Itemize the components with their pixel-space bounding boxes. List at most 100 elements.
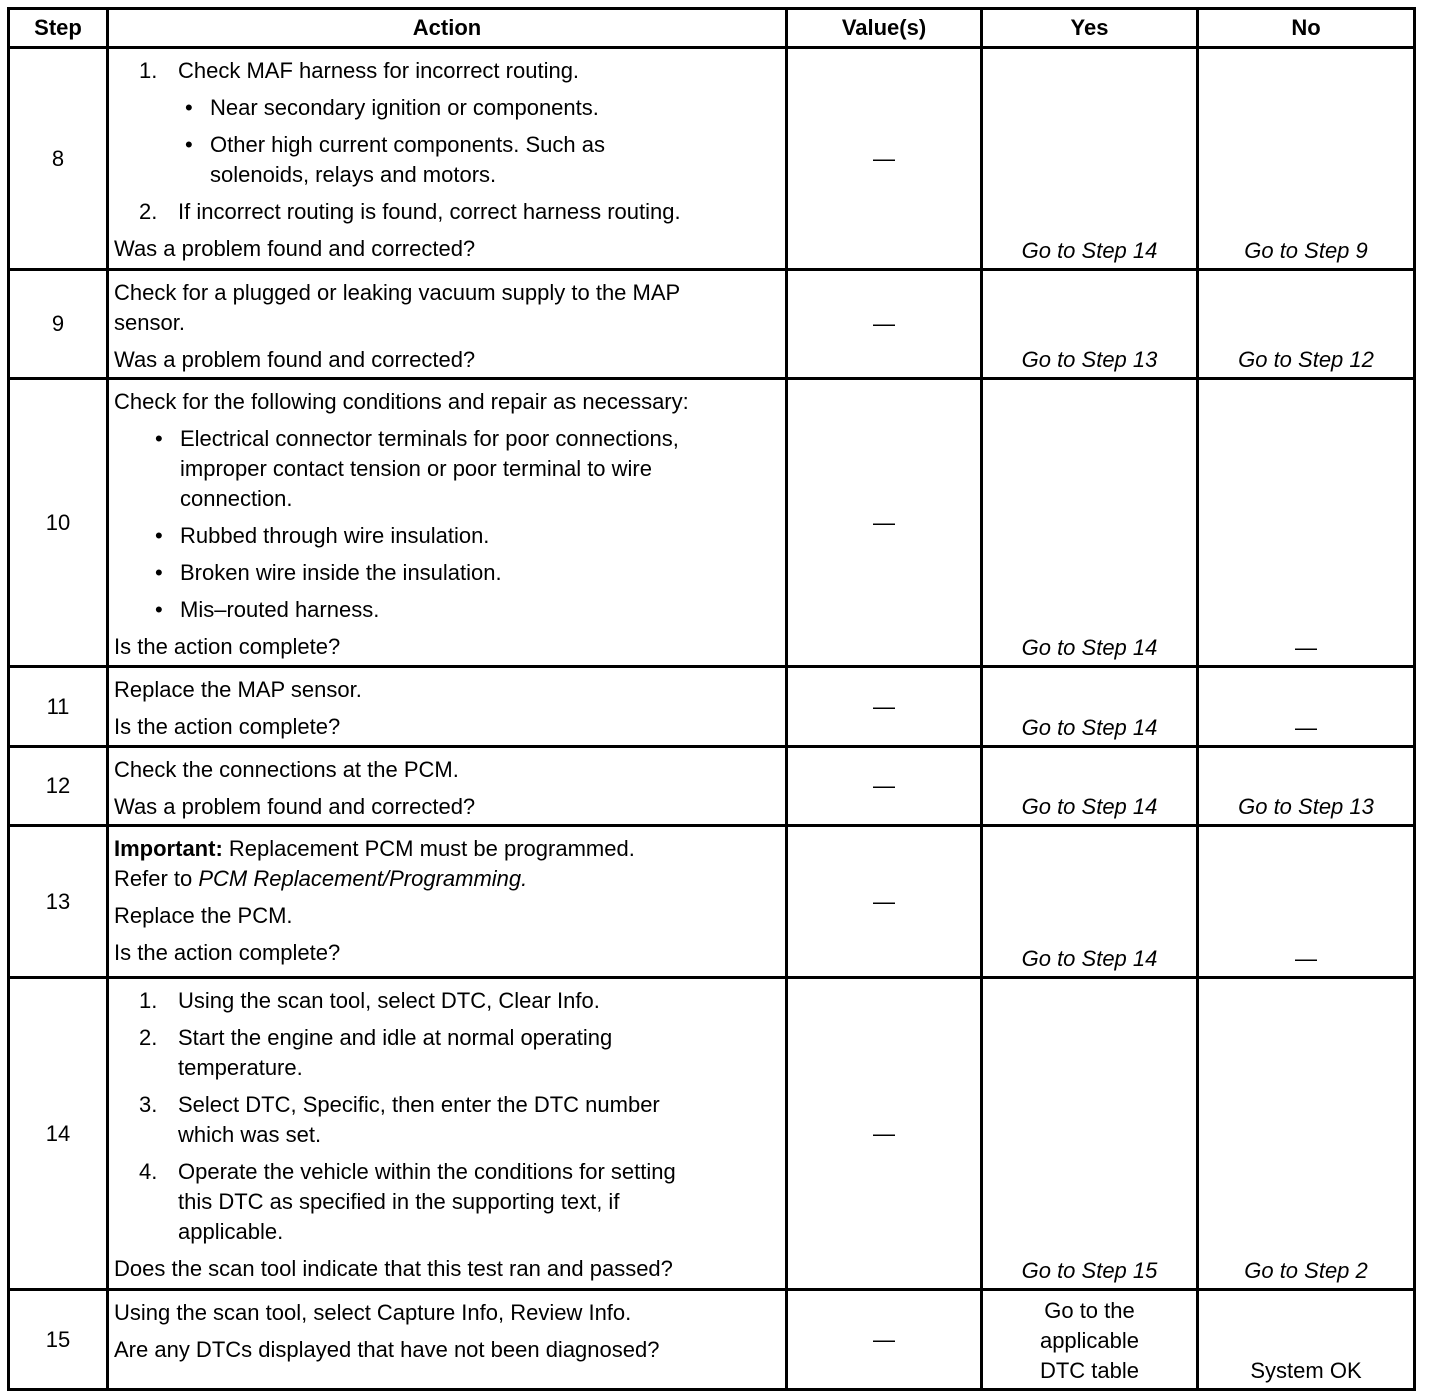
action-text: Was a problem found and corrected? (114, 234, 781, 264)
action-list-item: • Near secondary ignition or components. (114, 93, 781, 123)
list-number: 2. (139, 1025, 158, 1050)
action-cell: Check the connections at the PCM. Was a p… (106, 745, 788, 827)
action-list-item: 2. Start the engine and idle at normal op… (114, 1023, 781, 1083)
action-text: Was a problem found and corrected? (114, 792, 781, 822)
action-list-item: 1. Using the scan tool, select DTC, Clear… (114, 986, 781, 1016)
action-line: this DTC as specified in the supporting … (178, 1189, 620, 1214)
step-number: 9 (7, 268, 109, 380)
action-line: Is the action complete? (114, 634, 341, 659)
yes-cell: Go to Step 13 (980, 268, 1199, 380)
no-cell: — (1196, 377, 1416, 668)
yes-cell: Go to Step 14 (980, 665, 1199, 748)
action-line: Is the action complete? (114, 940, 341, 965)
yes-cell: Go to Step 14 (980, 46, 1199, 271)
value-cell: — (785, 1288, 983, 1391)
action-list-item: 2. If incorrect routing is found, correct… (114, 197, 781, 227)
action-list-item: 1. Check MAF harness for incorrect routin… (114, 56, 781, 86)
list-number: 3. (139, 1092, 158, 1117)
action-text: Was a problem found and corrected? (114, 345, 781, 375)
header-no: No (1196, 7, 1416, 49)
header-yes: Yes (980, 7, 1199, 49)
header-row: Step Action Value(s) Yes No (7, 7, 1416, 49)
action-cell: Using the scan tool, select Capture Info… (106, 1288, 788, 1391)
action-line: Was a problem found and corrected? (114, 794, 476, 819)
action-segment: Replacement PCM must be programmed. (222, 836, 635, 861)
action-cell: Replace the MAP sensor. Is the action com… (106, 665, 788, 748)
action-text: Are any DTCs displayed that have not bee… (114, 1335, 781, 1365)
action-line: Other high current components. Such as (210, 132, 605, 157)
action-line: Was a problem found and corrected? (114, 347, 476, 372)
value-cell: — (785, 665, 983, 748)
table-row: 13 Important: Replacement PCM must be pro… (7, 824, 1416, 979)
action-line: solenoids, relays and motors. (210, 162, 497, 187)
action-line: Refer to PCM Replacement/Programming. (114, 864, 781, 894)
step-number: 10 (7, 377, 109, 668)
table-row: 9 Check for a plugged or leaking vacuum s… (7, 268, 1416, 380)
action-list-item: • Other high current components. Such as s… (114, 130, 781, 190)
action-cell: Check for the following conditions and r… (106, 377, 788, 668)
no-cell: Go to Step 12 (1196, 268, 1416, 380)
bullet-icon: • (185, 132, 193, 157)
action-line: Near secondary ignition or components. (210, 95, 599, 120)
action-segment: Refer to (114, 866, 199, 891)
action-line: Broken wire inside the insulation. (180, 560, 502, 585)
step-number: 13 (7, 824, 109, 979)
action-segment: PCM Replacement/Programming. (198, 866, 528, 891)
step-number: 12 (7, 745, 109, 827)
action-line: Start the engine and idle at normal oper… (178, 1025, 613, 1050)
action-segment: Important: (114, 836, 223, 861)
action-text: Replace the MAP sensor. (114, 675, 781, 705)
action-line: Using the scan tool, select DTC, Clear I… (178, 988, 600, 1013)
table-row: 12 Check the connections at the PCM. Was a… (7, 745, 1416, 827)
action-list-item: 3. Select DTC, Specific, then enter the D… (114, 1090, 781, 1150)
table-row: 15 Using the scan tool, select Capture In… (7, 1288, 1416, 1391)
bullet-icon: • (155, 426, 163, 451)
action-line: Is the action complete? (114, 714, 341, 739)
action-line: If incorrect routing is found, correct h… (178, 199, 681, 224)
action-line: Check for the following conditions and r… (114, 389, 689, 414)
value-cell: — (785, 824, 983, 979)
table-row: 11 Replace the MAP sensor. Is the action c… (7, 665, 1416, 748)
action-list-item: 4. Operate the vehicle within the conditi… (114, 1157, 781, 1247)
header-values: Value(s) (785, 7, 983, 49)
yes-cell: Go to the applicable DTC table (980, 1288, 1199, 1391)
action-text: Is the action complete? (114, 632, 781, 662)
value-cell: — (785, 46, 983, 271)
action-line: Was a problem found and corrected? (114, 236, 476, 261)
no-cell: — (1196, 824, 1416, 979)
value-cell: — (785, 745, 983, 827)
action-cell: Check for a plugged or leaking vacuum su… (106, 268, 788, 380)
table-row: 10 Check for the following conditions and… (7, 377, 1416, 668)
action-line: Replace the MAP sensor. (114, 677, 362, 702)
table-row: 8 1. Check MAF harness for incorrect routi… (7, 46, 1416, 271)
action-line: sensor. (114, 310, 185, 335)
action-text: Using the scan tool, select Capture Info… (114, 1298, 781, 1328)
diagnostic-table: Step Action Value(s) Yes No 8 1. Check MAF har… (7, 7, 1416, 1391)
no-cell: Go to Step 2 (1196, 976, 1416, 1291)
no-cell: — (1196, 665, 1416, 748)
header-step: Step (7, 7, 109, 49)
action-cell: 1. Check MAF harness for incorrect routin… (106, 46, 788, 271)
action-text: Check for the following conditions and r… (114, 387, 781, 417)
action-text: Replace the PCM. (114, 901, 781, 931)
action-text: Is the action complete? (114, 712, 781, 742)
step-number: 14 (7, 976, 109, 1291)
no-cell: Go to Step 13 (1196, 745, 1416, 827)
list-number: 2. (139, 199, 158, 224)
action-line: Replace the PCM. (114, 903, 293, 928)
action-line: Rubbed through wire insulation. (180, 523, 490, 548)
no-cell: Go to Step 9 (1196, 46, 1416, 271)
no-cell: System OK (1196, 1288, 1416, 1391)
header-action: Action (106, 7, 788, 49)
list-number: 1. (139, 58, 158, 83)
action-text: Check for a plugged or leaking vacuum su… (114, 278, 781, 338)
action-line: improper contact tension or poor termina… (180, 456, 652, 481)
bullet-icon: • (155, 560, 163, 585)
action-line: which was set. (178, 1122, 322, 1147)
action-text: Is the action complete? (114, 938, 781, 968)
action-line: Does the scan tool indicate that this te… (114, 1256, 673, 1281)
step-number: 11 (7, 665, 109, 748)
step-number: 8 (7, 46, 109, 271)
value-cell: — (785, 268, 983, 380)
action-line: Check the connections at the PCM. (114, 757, 459, 782)
